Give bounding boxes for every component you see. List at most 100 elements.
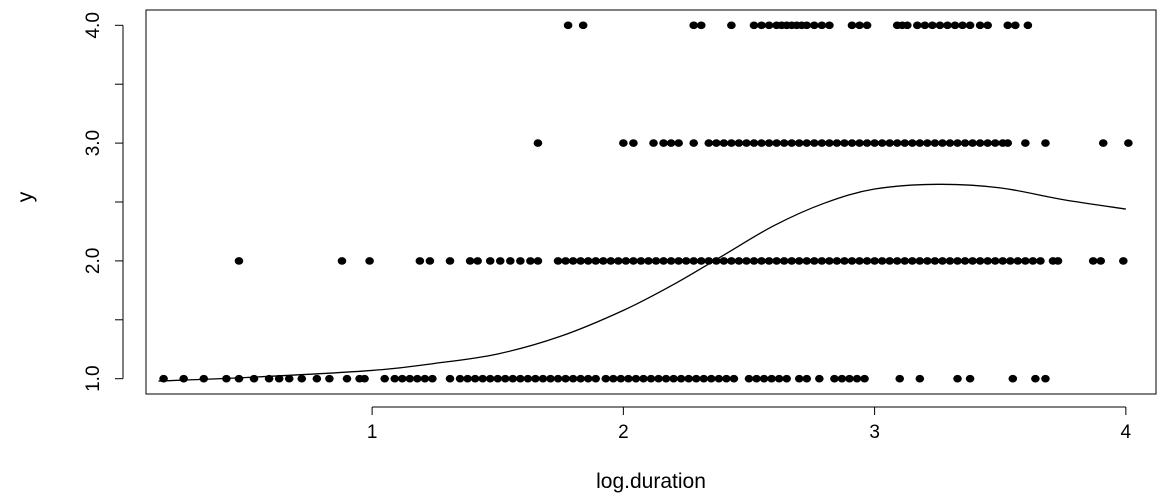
data-point [845, 374, 854, 383]
data-point [729, 374, 739, 383]
data-point [619, 139, 628, 147]
data-point [553, 257, 563, 265]
data-point [953, 374, 962, 383]
data-point [923, 139, 932, 147]
data-point [877, 139, 887, 147]
x-axis-label: log.duration [596, 470, 706, 493]
data-point [420, 374, 430, 383]
data-point [900, 257, 910, 265]
data-point [825, 139, 834, 147]
y-tick-label: 1.0 [83, 365, 104, 391]
y-tick-label: 3.0 [83, 130, 104, 156]
data-point [802, 21, 812, 30]
data-point [975, 21, 985, 30]
data-point [179, 374, 188, 383]
data-point [749, 139, 759, 147]
data-point [802, 257, 812, 265]
data-point [744, 374, 754, 383]
data-point [847, 139, 857, 147]
data-point [465, 257, 475, 265]
data-point [895, 374, 905, 383]
data-point [734, 257, 744, 265]
data-point [629, 139, 638, 147]
data-point [719, 257, 729, 265]
data-point [546, 374, 555, 383]
data-point [413, 374, 422, 383]
smooth-fit-line [158, 183, 1126, 382]
data-point [767, 374, 776, 383]
data-point [960, 257, 970, 265]
data-point [639, 374, 648, 383]
data-point [817, 257, 827, 265]
data-point [1023, 21, 1033, 30]
data-point [975, 139, 985, 147]
data-point [1119, 257, 1128, 265]
data-point [606, 257, 616, 265]
data-point [764, 257, 774, 265]
data-point [533, 139, 543, 147]
data-point [907, 257, 917, 265]
data-point [312, 374, 322, 383]
data-point [727, 257, 736, 265]
data-point [674, 257, 683, 265]
data-point [958, 21, 967, 30]
data-point [870, 257, 879, 265]
data-point [380, 374, 389, 383]
data-point [892, 139, 902, 147]
data-point [274, 374, 284, 383]
data-point [772, 257, 781, 265]
data-point [990, 139, 1000, 147]
data-point [598, 257, 608, 265]
data-point [968, 257, 977, 265]
data-point [553, 374, 563, 383]
x-tick-label: 3 [869, 422, 880, 443]
data-point [965, 21, 975, 30]
data-point [913, 21, 922, 30]
data-point [983, 257, 992, 265]
data-point [636, 257, 646, 265]
data-point [445, 374, 455, 383]
data-point [877, 257, 887, 265]
data-point [495, 257, 505, 265]
data-point [699, 374, 709, 383]
data-point [704, 139, 714, 147]
data-point [817, 21, 827, 30]
data-point [734, 139, 744, 147]
data-point [998, 257, 1008, 265]
y-tick-label: 2.0 [83, 248, 104, 274]
data-point [885, 257, 894, 265]
data-point [772, 139, 781, 147]
data-point [920, 21, 930, 30]
data-point [712, 139, 721, 147]
data-point [810, 257, 819, 265]
data-point [960, 139, 970, 147]
data-point [470, 374, 480, 383]
data-point [325, 374, 334, 383]
data-point [689, 139, 699, 147]
data-point [953, 139, 962, 147]
data-point [516, 257, 525, 265]
data-point [742, 257, 751, 265]
data-point [855, 21, 864, 30]
data-point [915, 374, 925, 383]
data-point [945, 257, 955, 265]
data-point [817, 139, 827, 147]
data-point [531, 374, 540, 383]
data-point [749, 257, 759, 265]
data-point [712, 257, 721, 265]
data-point [561, 257, 570, 265]
data-point [915, 257, 925, 265]
data-point [696, 21, 706, 30]
data-point [1013, 257, 1023, 265]
data-point [938, 139, 947, 147]
x-tick-label: 4 [1121, 422, 1132, 443]
data-point [923, 257, 932, 265]
data-point [975, 257, 985, 265]
data-point [646, 374, 656, 383]
data-point [1008, 374, 1018, 383]
data-point [568, 257, 578, 265]
data-point [749, 21, 759, 30]
data-point [234, 374, 244, 383]
data-point [794, 257, 804, 265]
data-point [568, 374, 578, 383]
